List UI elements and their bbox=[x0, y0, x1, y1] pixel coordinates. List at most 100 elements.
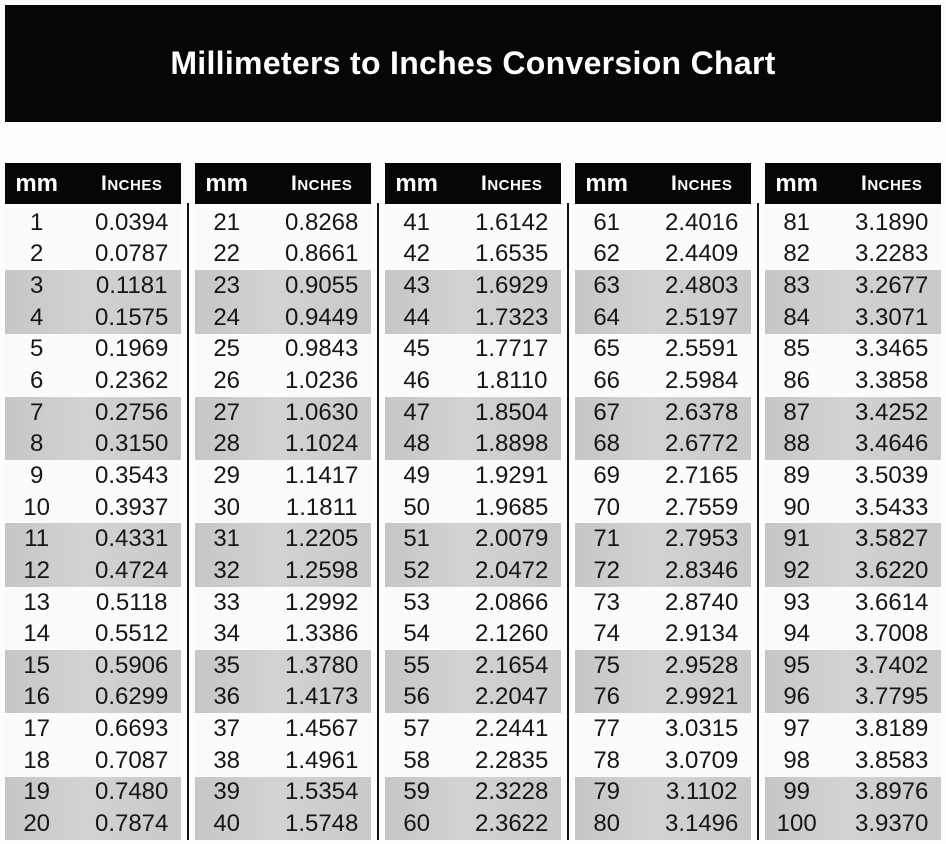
table-row: 8 0.3150 bbox=[5, 428, 181, 461]
mm-value: 81 bbox=[783, 208, 811, 236]
inches-value: 3.6614 bbox=[854, 588, 929, 616]
inches-value: 0.8661 bbox=[284, 240, 359, 268]
mm-value: 73 bbox=[593, 588, 621, 616]
table-row: 90 3.5433 bbox=[765, 491, 941, 524]
table-row: 63 2.4803 bbox=[575, 270, 751, 302]
mm-value: 24 bbox=[213, 303, 241, 331]
mm-value: 44 bbox=[403, 303, 431, 331]
mm-value: 86 bbox=[783, 367, 811, 395]
table-row: 91 3.5827 bbox=[765, 523, 941, 556]
inches-value: 0.5118 bbox=[95, 588, 168, 616]
inches-value: 1.0236 bbox=[284, 367, 359, 395]
inches-value: 0.9843 bbox=[284, 335, 359, 363]
mm-value: 12 bbox=[23, 556, 51, 584]
mm-value: 97 bbox=[783, 715, 811, 743]
table-row: 7 0.2756 bbox=[5, 396, 181, 429]
inches-value: 3.7008 bbox=[854, 620, 929, 648]
mm-value: 69 bbox=[593, 461, 621, 489]
mm-column-header: mm bbox=[775, 169, 819, 197]
mm-value: 60 bbox=[403, 809, 431, 837]
inches-value: 0.6299 bbox=[94, 683, 169, 711]
mm-value: 18 bbox=[23, 746, 51, 774]
table-row: 89 3.5039 bbox=[765, 460, 941, 492]
mm-value: 65 bbox=[593, 335, 621, 363]
mm-value: 8 bbox=[30, 430, 44, 458]
inches-value: 0.1575 bbox=[94, 303, 169, 331]
inches-value: 1.5354 bbox=[284, 778, 359, 806]
table-row: 10 0.3937 bbox=[5, 491, 181, 524]
table-row: 66 2.5984 bbox=[575, 365, 751, 397]
mm-value: 48 bbox=[403, 430, 431, 458]
table-row: 20 0.7874 bbox=[5, 808, 181, 840]
inches-value: 0.5512 bbox=[94, 620, 169, 648]
mm-value: 95 bbox=[783, 651, 811, 679]
table-row: 37 1.4567 bbox=[195, 713, 371, 745]
table-row: 25 0.9843 bbox=[195, 333, 371, 366]
table-row: 12 0.4724 bbox=[5, 555, 181, 587]
inches-value: 1.2598 bbox=[284, 556, 359, 584]
mm-value: 47 bbox=[403, 398, 431, 426]
mm-value: 57 bbox=[403, 715, 431, 743]
inches-value: 1.7717 bbox=[474, 335, 549, 363]
inches-value: 3.8189 bbox=[854, 715, 929, 743]
inches-value: 3.4252 bbox=[854, 398, 929, 426]
mm-value: 49 bbox=[403, 461, 431, 489]
table-row: 94 3.7008 bbox=[765, 618, 941, 650]
table-row: 77 3.0315 bbox=[575, 713, 751, 745]
mm-value: 61 bbox=[593, 208, 621, 236]
mm-value: 70 bbox=[593, 493, 621, 521]
inches-value: 2.0079 bbox=[474, 525, 549, 553]
mm-value: 33 bbox=[213, 588, 241, 616]
mm-value: 27 bbox=[213, 398, 241, 426]
inches-value: 3.9370 bbox=[854, 809, 929, 837]
inches-value: 2.7559 bbox=[664, 493, 739, 521]
table-group-5: mm Inches 81 3.1890 82 3.2283 83 3.2677 84 3.3071… bbox=[765, 163, 941, 840]
inches-value: 0.0787 bbox=[94, 240, 169, 268]
table-row: 6 0.2362 bbox=[5, 365, 181, 397]
inches-column-header: Inches bbox=[861, 171, 923, 195]
mm-value: 22 bbox=[213, 240, 241, 268]
table-row: 100 3.9370 bbox=[765, 808, 941, 840]
table-group-2: mm Inches 21 0.8268 22 0.8661 23 0.9055 24 0.9449… bbox=[195, 163, 371, 840]
mm-value: 72 bbox=[593, 556, 621, 584]
table-row: 19 0.7480 bbox=[5, 776, 181, 809]
mm-value: 20 bbox=[23, 809, 51, 837]
table-row: 74 2.9134 bbox=[575, 618, 751, 650]
mm-value: 11 bbox=[24, 525, 50, 553]
inches-column-header: Inches bbox=[291, 171, 353, 195]
table-header-row: mm Inches bbox=[195, 163, 371, 204]
inches-value: 1.4961 bbox=[284, 746, 359, 774]
mm-column-header: mm bbox=[15, 169, 59, 197]
table-row: 36 1.4173 bbox=[195, 681, 371, 714]
table-group-3: mm Inches 41 1.6142 42 1.6535 43 1.6929 44 1.7323… bbox=[385, 163, 561, 840]
mm-value: 37 bbox=[213, 715, 241, 743]
table-row: 79 3.1102 bbox=[575, 776, 751, 809]
table-row: 58 2.2835 bbox=[385, 744, 561, 777]
inches-value: 1.9685 bbox=[474, 493, 549, 521]
table-row: 56 2.2047 bbox=[385, 681, 561, 714]
inches-column-header: Inches bbox=[481, 171, 543, 195]
table-row: 26 1.0236 bbox=[195, 365, 371, 397]
table-row: 11 0.4331 bbox=[5, 523, 181, 556]
mm-value: 5 bbox=[30, 335, 44, 363]
inches-value: 0.4724 bbox=[94, 556, 169, 584]
inches-value: 1.6929 bbox=[474, 272, 549, 300]
table-row: 42 1.6535 bbox=[385, 238, 561, 271]
mm-value: 13 bbox=[23, 588, 51, 616]
table-row: 29 1.1417 bbox=[195, 460, 371, 492]
mm-value: 87 bbox=[783, 398, 811, 426]
mm-value: 88 bbox=[783, 430, 811, 458]
mm-value: 90 bbox=[783, 493, 811, 521]
mm-value: 82 bbox=[783, 240, 811, 268]
mm-value: 30 bbox=[213, 493, 241, 521]
mm-value: 56 bbox=[403, 683, 431, 711]
mm-value: 99 bbox=[783, 778, 811, 806]
inches-value: 1.2992 bbox=[284, 588, 359, 616]
mm-value: 4 bbox=[30, 303, 44, 331]
mm-value: 76 bbox=[593, 683, 621, 711]
inches-value: 2.3622 bbox=[474, 809, 549, 837]
table-row: 85 3.3465 bbox=[765, 333, 941, 366]
mm-value: 79 bbox=[593, 778, 621, 806]
table-row: 9 0.3543 bbox=[5, 460, 181, 492]
